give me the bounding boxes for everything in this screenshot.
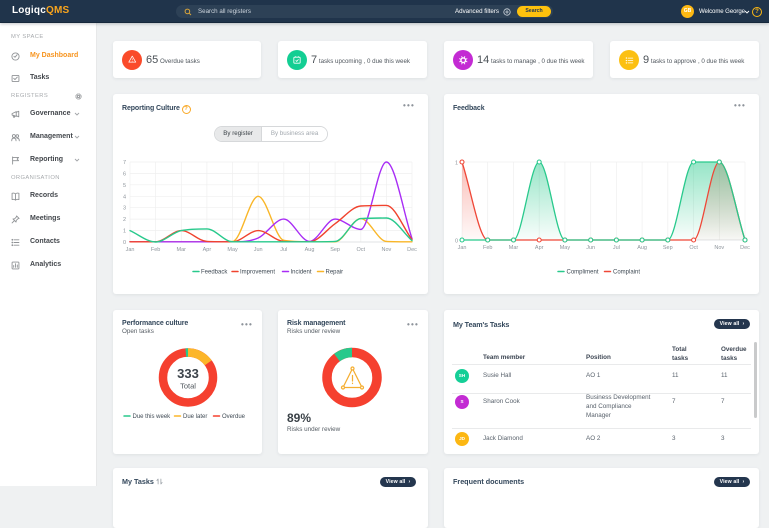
- svg-text:May: May: [227, 247, 238, 253]
- svg-text:Dec: Dec: [740, 245, 750, 251]
- svg-text:Jun: Jun: [586, 245, 595, 251]
- svg-text:1: 1: [455, 161, 458, 167]
- svg-text:Apr: Apr: [203, 247, 212, 253]
- svg-text:Mar: Mar: [177, 247, 187, 253]
- svg-text:Overdue: Overdue: [222, 414, 246, 420]
- svg-text:Dec: Dec: [407, 247, 417, 253]
- svg-text:Jun: Jun: [254, 247, 263, 253]
- svg-text:Oct: Oct: [689, 245, 698, 251]
- svg-text:3: 3: [123, 206, 126, 212]
- svg-text:Oct: Oct: [357, 247, 366, 253]
- svg-text:Sep: Sep: [663, 245, 673, 251]
- svg-text:Due this week: Due this week: [133, 414, 172, 420]
- svg-text:Feb: Feb: [151, 247, 160, 253]
- svg-text:Feedback: Feedback: [201, 270, 228, 276]
- svg-text:Total: Total: [180, 382, 196, 391]
- svg-text:Jul: Jul: [280, 247, 287, 253]
- svg-text:4: 4: [123, 194, 126, 200]
- svg-text:May: May: [560, 245, 571, 251]
- svg-text:Repair: Repair: [326, 270, 344, 276]
- svg-text:Apr: Apr: [535, 245, 544, 251]
- svg-text:1: 1: [123, 229, 126, 235]
- svg-text:Jul: Jul: [613, 245, 620, 251]
- svg-text:Jan: Jan: [126, 247, 135, 253]
- svg-text:2: 2: [123, 217, 126, 223]
- svg-text:Incident: Incident: [291, 270, 312, 276]
- svg-text:Jan: Jan: [458, 245, 467, 251]
- svg-text:Sep: Sep: [330, 247, 340, 253]
- svg-text:0: 0: [455, 239, 458, 245]
- svg-text:0: 0: [123, 240, 126, 246]
- svg-text:Mar: Mar: [509, 245, 519, 251]
- svg-text:Aug: Aug: [305, 247, 315, 253]
- svg-text:Compliment: Compliment: [567, 270, 599, 276]
- svg-text:7: 7: [123, 160, 126, 166]
- svg-text:Improvement: Improvement: [240, 270, 275, 276]
- svg-text:Complaint: Complaint: [613, 270, 640, 276]
- svg-text:Aug: Aug: [637, 245, 647, 251]
- svg-text:333: 333: [177, 366, 199, 381]
- svg-text:Feb: Feb: [483, 245, 492, 251]
- svg-text:Due later: Due later: [183, 414, 207, 420]
- svg-text:5: 5: [123, 183, 126, 189]
- svg-text:Nov: Nov: [714, 245, 724, 251]
- svg-text:Nov: Nov: [382, 247, 392, 253]
- svg-text:6: 6: [123, 171, 126, 177]
